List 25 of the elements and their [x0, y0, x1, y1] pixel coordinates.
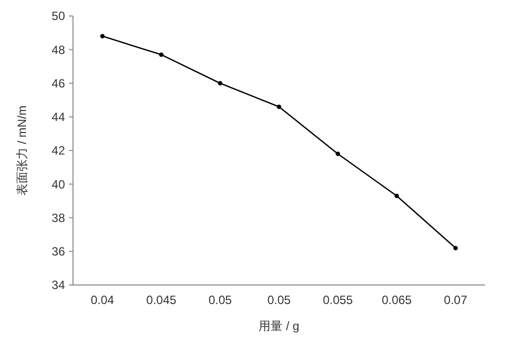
- point: [336, 152, 340, 156]
- y-tick-label: 46: [52, 76, 66, 90]
- y-tick-label: 50: [52, 9, 66, 24]
- x-tick-label: 0.045: [146, 293, 177, 307]
- point: [218, 81, 222, 86]
- point: [159, 52, 164, 57]
- x-tick-label: 0.065: [382, 293, 412, 307]
- y-tick-label: 34: [52, 278, 66, 292]
- point: [276, 104, 282, 109]
- y-tick-label: 38: [52, 210, 66, 225]
- x-tick-label: 0.04: [90, 293, 114, 307]
- point: [100, 34, 105, 38]
- y-tick-label: 44: [52, 110, 66, 124]
- point: [453, 246, 458, 250]
- x-tick-label: 0.07: [444, 293, 468, 307]
- x-tick-label: 0.05: [267, 293, 291, 307]
- y-tick-label: 48: [52, 42, 66, 57]
- y-axis-title: 表面张力 / mN/m: [15, 106, 29, 196]
- y-tick-label: 36: [52, 244, 66, 259]
- point: [394, 194, 399, 198]
- x-tick-label: 0.055: [322, 293, 354, 307]
- y-tick-label: 42: [52, 144, 66, 158]
- y-tick-label: 40: [52, 177, 66, 192]
- x-tick-label: 0.05: [208, 293, 232, 307]
- x-axis-title: 用量 / g: [258, 319, 300, 333]
